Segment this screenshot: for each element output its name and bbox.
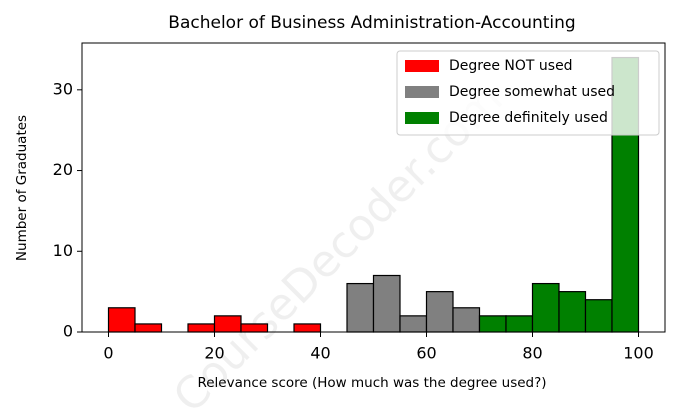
legend-label: Degree somewhat used — [449, 84, 615, 100]
plot-frame — [81, 42, 666, 333]
bar — [346, 282, 375, 333]
y-tick-label: 0 — [63, 322, 73, 341]
legend: Degree NOT used Degree somewhat used Degre… — [396, 50, 660, 136]
legend-swatch — [405, 60, 439, 72]
y-tick-label: 10 — [53, 241, 73, 260]
y-axis-label: Number of Graduates — [14, 115, 30, 261]
bar — [478, 315, 507, 333]
legend-swatch — [405, 86, 439, 98]
x-tick-label: 60 — [416, 344, 436, 363]
chart-title: Bachelor of Business Administration-Acco… — [168, 13, 575, 33]
bar — [293, 323, 322, 333]
legend-label: Degree definitely used — [449, 110, 608, 126]
x-tick-label: 40 — [310, 344, 330, 363]
bar — [584, 299, 613, 333]
bar — [107, 307, 136, 333]
legend-swatch — [405, 112, 439, 124]
x-tick-label: 80 — [522, 344, 542, 363]
x-axis-label: Relevance score (How much was the degree… — [197, 375, 546, 391]
x-tick-label: 100 — [623, 344, 654, 363]
y-tick-label: 20 — [53, 160, 73, 179]
bar — [531, 282, 560, 333]
y-tick-label: 30 — [53, 79, 73, 98]
bar — [452, 307, 481, 333]
bar — [372, 274, 401, 333]
bar — [558, 291, 587, 333]
x-tick-label: 20 — [204, 344, 224, 363]
x-tick-label: 0 — [103, 344, 113, 363]
bar — [399, 315, 428, 333]
legend-box — [396, 50, 660, 136]
bar — [425, 291, 454, 333]
bar — [240, 323, 269, 333]
bar — [187, 323, 216, 333]
bar — [134, 323, 163, 333]
bar — [505, 315, 534, 333]
bar — [213, 315, 242, 333]
legend-label: Degree NOT used — [449, 58, 573, 74]
